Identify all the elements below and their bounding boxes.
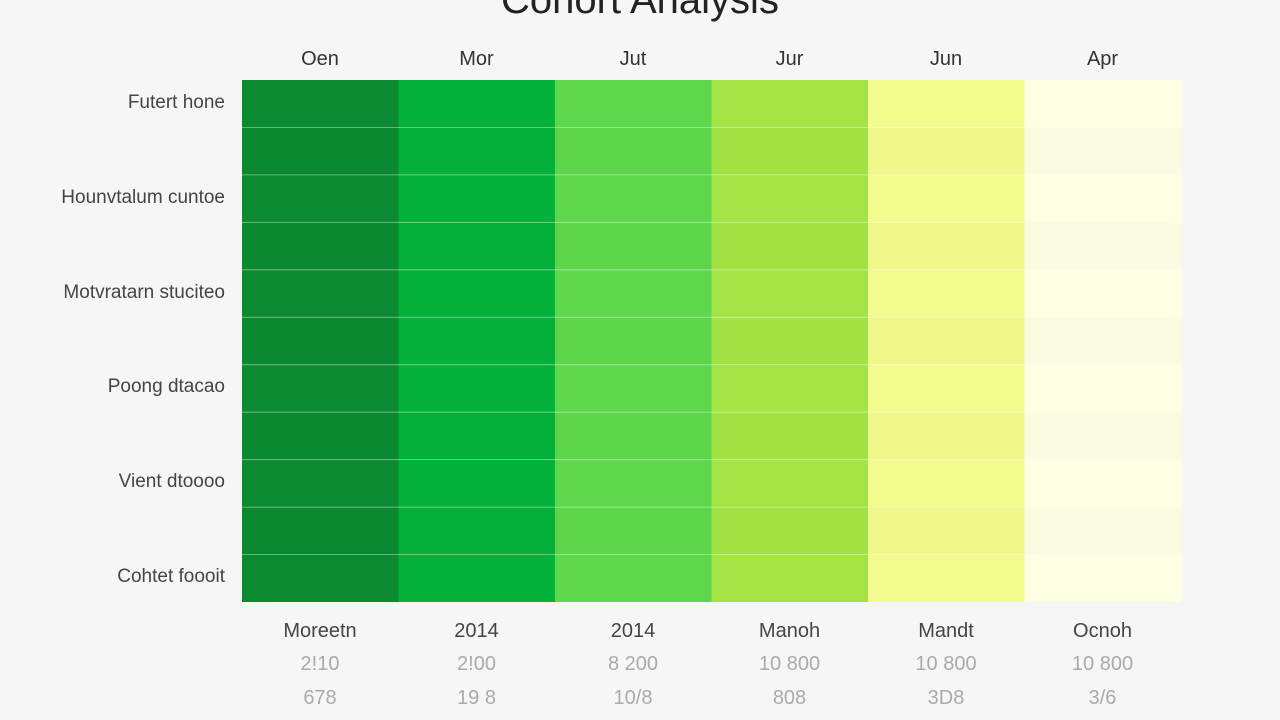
heatmap-cell-r0-c1 (398, 80, 555, 128)
heatmap-cell-r1-c5 (1024, 127, 1181, 175)
column-label: Mor (459, 48, 494, 70)
heatmap-cell-r6-c2 (555, 364, 712, 413)
heatmap-cell-r8-c5 (1024, 459, 1181, 508)
row-label: Futert hone (127, 91, 225, 113)
heatmap-cell-r9-c2 (555, 507, 712, 555)
row-label: Cohtet foooit (117, 566, 225, 588)
footer-value: Mandt (918, 620, 974, 642)
column-label: Jur (775, 48, 804, 70)
heatmap-cell-r10-c4 (868, 554, 1025, 602)
column-label: Jun (929, 48, 963, 70)
heatmap-cell-r5-c5 (1024, 317, 1181, 365)
heatmap-cell-r5-c2 (555, 317, 712, 365)
heatmap-cell-r4-c5 (1024, 269, 1181, 318)
heatmap-cell-r0-c2 (555, 80, 712, 128)
footer-value: Ocnoh (1073, 620, 1132, 642)
heatmap-cell-r6-c1 (398, 364, 555, 413)
footer-value: 3/6 (1088, 687, 1117, 709)
heatmap-cell-r2-c5 (1024, 174, 1181, 223)
heatmap-cell-r2-c4 (868, 174, 1025, 223)
heatmap-cell-r3-c1 (398, 222, 555, 270)
footer-value: 678 (303, 687, 337, 709)
heatmap-cell-r7-c0 (242, 412, 399, 460)
heatmap-cell-r1-c0 (242, 127, 399, 175)
heatmap-cell-r9-c1 (398, 507, 555, 555)
heatmap-cell-r10-c1 (398, 554, 555, 602)
heatmap-cell-r5-c4 (868, 317, 1025, 365)
heatmap-cell-r8-c3 (711, 459, 868, 508)
heatmap-cell-r3-c4 (868, 222, 1025, 270)
footer-value: 10 800 (758, 653, 821, 675)
heatmap-cell-r6-c3 (711, 364, 868, 413)
footer-value: 10/8 (613, 687, 653, 709)
row-label: Motvratarn stuciteo (63, 281, 225, 303)
column-label: Apr (1086, 48, 1119, 70)
heatmap-cell-r3-c5 (1024, 222, 1181, 270)
footer-value: 808 (772, 687, 807, 709)
footer-value: 19 8 (457, 687, 496, 709)
footer-value: 2!00 (457, 653, 496, 675)
heatmap-cell-r2-c2 (555, 174, 712, 223)
footer-value: 10 800 (1071, 653, 1134, 675)
footer-value: 8 200 (607, 653, 659, 675)
heatmap-cell-r1-c3 (711, 127, 868, 175)
heatmap-cell-r4-c2 (555, 269, 712, 318)
heatmap-cell-r7-c2 (555, 412, 712, 460)
heatmap-cell-r3-c0 (242, 222, 399, 270)
row-label: Vient dtoooo (118, 471, 225, 493)
heatmap-cell-r5-c0 (242, 317, 399, 365)
heatmap-cell-r1-c2 (555, 127, 712, 175)
chart-title: Cohort Analysis (501, 0, 779, 22)
heatmap-cell-r2-c3 (711, 174, 868, 223)
heatmap-cell-r2-c1 (398, 174, 555, 223)
heatmap-cell-r7-c5 (1024, 412, 1181, 460)
heatmap-cell-r4-c1 (398, 269, 555, 318)
heatmap-cell-r0-c0 (242, 80, 399, 128)
footer-value: 10 800 (915, 653, 977, 675)
heatmap-cell-r6-c0 (242, 364, 399, 413)
heatmap-cell-r8-c0 (242, 459, 399, 508)
heatmap-cell-r4-c4 (868, 269, 1025, 318)
column-label: Oen (301, 48, 339, 70)
heatmap-cell-r10-c3 (711, 554, 868, 602)
footer-value: 2014 (454, 620, 499, 642)
heatmap-cell-r5-c1 (398, 317, 555, 365)
heatmap-cell-r0-c5 (1024, 80, 1181, 128)
column-label: Jut (619, 48, 647, 70)
heatmap-cell-r10-c2 (555, 554, 712, 602)
heatmap-cell-r4-c0 (242, 269, 399, 318)
heatmap-cell-r8-c4 (868, 459, 1025, 508)
heatmap-cell-r9-c3 (711, 507, 868, 555)
heatmap-cell-r3-c3 (711, 222, 868, 270)
row-label: Hounvtalum cuntoe (61, 186, 225, 208)
heatmap-cell-r6-c4 (868, 364, 1025, 413)
heatmap-cell-r0-c4 (868, 80, 1025, 128)
heatmap-cell-r8-c1 (398, 459, 555, 508)
heatmap-cell-r10-c0 (242, 554, 399, 602)
heatmap-cell-r5-c3 (711, 317, 868, 365)
heatmap-cell-r8-c2 (555, 459, 712, 508)
heatmap-cell-r7-c3 (711, 412, 868, 460)
heatmap-cell-r1-c1 (398, 127, 555, 175)
footer-value: Moreetn (283, 620, 357, 642)
footer-value: 2014 (610, 620, 656, 642)
heatmap-cell-r4-c3 (711, 269, 868, 318)
heatmap-cell-r9-c0 (242, 507, 399, 555)
footer-value: Manoh (758, 620, 821, 642)
footer-value: 3D8 (927, 687, 965, 709)
heatmap-cell-r9-c5 (1024, 507, 1181, 555)
row-label: Poong dtacao (107, 376, 225, 398)
heatmap-cell-r7-c1 (398, 412, 555, 460)
heatmap-cell-r6-c5 (1024, 364, 1181, 413)
heatmap-cell-r2-c0 (242, 174, 399, 223)
heatmap-cell-r7-c4 (868, 412, 1025, 460)
heatmap-cell-r1-c4 (868, 127, 1025, 175)
footer-value: 2!10 (300, 653, 340, 675)
heatmap-cell-r9-c4 (868, 507, 1025, 555)
heatmap-cell-r0-c3 (711, 80, 868, 128)
heatmap-cell-r10-c5 (1024, 554, 1181, 602)
heatmap-cell-r3-c2 (555, 222, 712, 270)
